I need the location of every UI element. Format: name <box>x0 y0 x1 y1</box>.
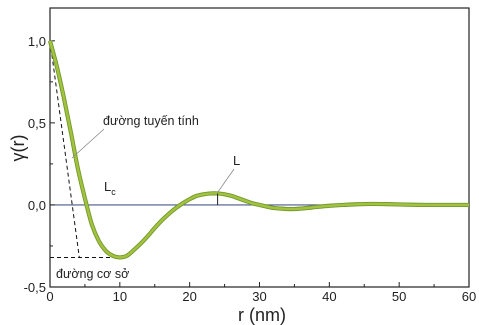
x-axis-title: r (nm) <box>238 305 286 325</box>
plot-frame <box>49 7 470 288</box>
linear-line-label: đường tuyến tính <box>103 114 199 128</box>
Lc-label-sub: c <box>111 187 116 197</box>
baseline-label: đường cơ sở <box>56 267 129 281</box>
x-tick-label: 10 <box>113 289 127 304</box>
x-tick-label: 30 <box>252 289 266 304</box>
Lc-label: Lc <box>104 179 116 197</box>
L-label: L <box>233 153 240 168</box>
x-tick-label: 20 <box>182 289 196 304</box>
x-tick-label: 60 <box>462 289 476 304</box>
y-tick-label: 0,0 <box>28 198 46 213</box>
x-tick-label: 0 <box>46 289 53 304</box>
linear-leader-line <box>71 128 105 159</box>
y-axis-title: γ(r) <box>8 135 28 162</box>
Lc-label-main: L <box>104 179 111 194</box>
correlation-curve <box>48 40 469 259</box>
y-tick-label: 1,0 <box>28 34 46 49</box>
x-axis-ticks: 0 10 20 30 40 50 60 <box>46 282 476 304</box>
y-tick-label: 0,5 <box>28 116 46 131</box>
x-tick-label: 40 <box>322 289 336 304</box>
y-tick-label: -0,5 <box>24 280 46 295</box>
linear-fit-line <box>49 40 80 258</box>
correlation-curve-edge <box>47 40 469 260</box>
L-leader-line <box>217 168 235 193</box>
x-tick-label: 50 <box>392 289 406 304</box>
y-axis-ticks: -0,5 0,0 0,5 1,0 <box>24 34 55 295</box>
